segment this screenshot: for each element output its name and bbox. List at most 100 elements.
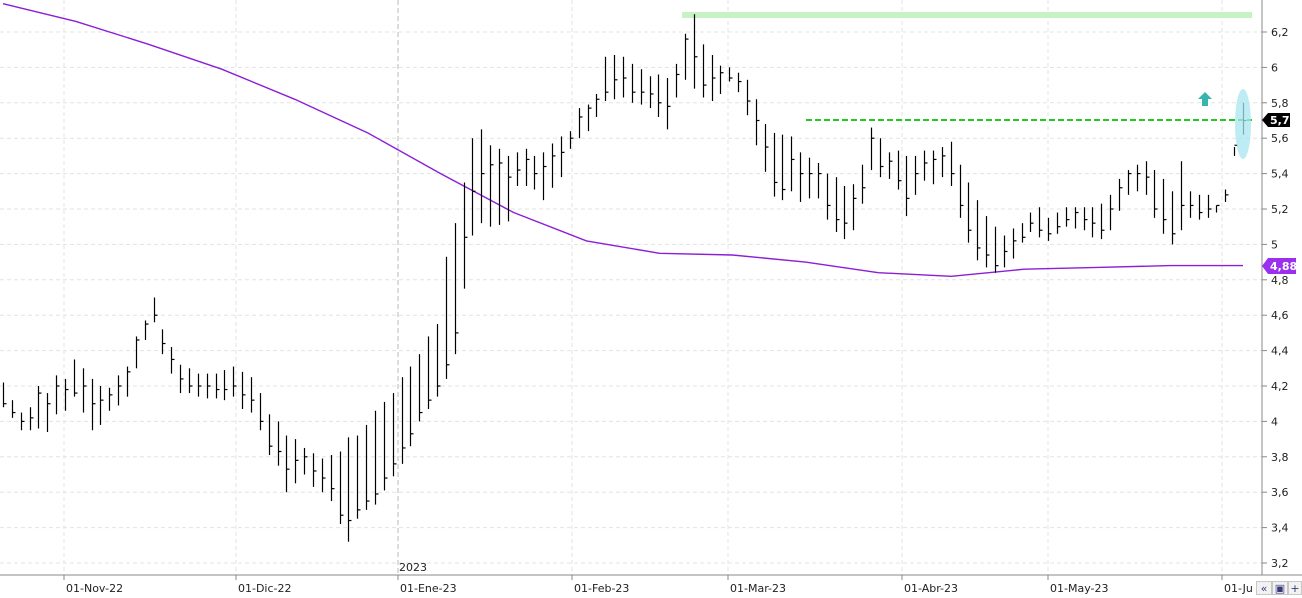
y-tick-label: 3,4 <box>1271 522 1289 535</box>
price-bar <box>347 437 352 542</box>
price-bar <box>1171 191 1176 245</box>
price-bar <box>321 458 326 493</box>
price-bar <box>401 377 406 464</box>
price-bar <box>923 150 928 181</box>
x-tick-label: 01-Dic-22 <box>238 582 292 595</box>
price-bar <box>684 33 689 80</box>
y-tick-label: 4 <box>1271 415 1278 428</box>
price-bar <box>507 155 512 222</box>
price-bar <box>206 373 211 399</box>
add-icon[interactable]: + <box>1288 581 1302 595</box>
price-bar <box>117 375 122 406</box>
price-bar <box>330 455 335 502</box>
price-bar <box>498 148 503 225</box>
price-bar <box>268 414 273 456</box>
price-bar <box>595 93 600 117</box>
price-bar <box>843 185 848 240</box>
y-tick-label: 4,2 <box>1271 380 1289 393</box>
y-tick-label: 3,2 <box>1271 557 1289 570</box>
price-bar <box>1198 194 1203 220</box>
price-bar <box>108 387 113 411</box>
price-bar <box>1118 178 1123 211</box>
price-bar <box>20 412 25 431</box>
price-bar <box>994 226 999 273</box>
price-bar <box>1083 207 1088 231</box>
price-bar <box>294 439 299 484</box>
price-bar <box>817 162 822 199</box>
price-bar <box>888 152 893 179</box>
price-bar <box>179 364 184 394</box>
price-bar <box>374 410 379 505</box>
price-bar <box>339 451 344 525</box>
price-bar <box>99 386 104 425</box>
year-label: 2023 <box>399 561 427 574</box>
price-bar <box>409 366 414 447</box>
up-arrow-icon <box>1198 92 1212 106</box>
price-bar <box>37 386 42 429</box>
y-tick-label: 5,2 <box>1271 203 1289 216</box>
price-bar <box>959 164 964 218</box>
price-bar <box>356 435 361 519</box>
price-bar <box>950 141 955 186</box>
price-bar <box>161 329 166 355</box>
price-bar <box>728 67 733 82</box>
price-bar <box>914 155 919 195</box>
price-bar <box>622 56 627 98</box>
svg-text:4,88: 4,88 <box>1270 260 1297 273</box>
price-bar <box>1180 161 1185 231</box>
price-bar <box>870 127 875 171</box>
x-tick-label: 01-Ju <box>1224 582 1253 595</box>
price-bar <box>436 324 441 397</box>
price-bar <box>1153 170 1158 218</box>
price-bar <box>1056 212 1061 234</box>
price-bar <box>285 435 290 493</box>
y-axis: 3,2 3,4 3,6 3,8 4 4,2 4,4 4,6 4,8 5 5,2 5,4 5,6 5,8 6 6… <box>1262 26 1289 570</box>
price-bar <box>675 63 680 98</box>
price-bar <box>799 152 804 202</box>
price-bar <box>808 157 813 199</box>
price-bar <box>1091 207 1096 238</box>
price-bar <box>764 124 769 172</box>
price-bar <box>1127 170 1132 195</box>
price-tag: 5,7 <box>1262 113 1290 127</box>
x-tick-label: 01-Nov-22 <box>66 582 123 595</box>
price-bar <box>241 371 246 410</box>
price-bar <box>1029 212 1034 233</box>
price-bar <box>1021 223 1026 243</box>
x-tick-label: 01-May-23 <box>1050 582 1108 595</box>
y-tick-label: 5,4 <box>1271 168 1289 181</box>
x-tick-label: 01-Abr-23 <box>904 582 958 595</box>
scroll-left-icon[interactable]: « <box>1256 581 1272 595</box>
price-bar <box>781 134 786 201</box>
price-bar <box>489 145 494 227</box>
price-bar <box>1074 207 1079 229</box>
price-bar <box>587 104 592 132</box>
moving-average-line <box>2 3 1243 278</box>
price-bar <box>1003 235 1008 268</box>
price-bar <box>533 155 538 190</box>
price-bar <box>277 421 282 466</box>
price-bar <box>666 78 671 130</box>
price-bar <box>392 393 397 477</box>
x-tick-label: 01-Mar-23 <box>730 582 786 595</box>
price-bar <box>197 373 202 397</box>
price-bar <box>82 368 87 413</box>
price-bar <box>1207 194 1212 218</box>
price-bar <box>905 155 910 217</box>
price-bar <box>773 132 778 197</box>
price-bar <box>941 147 946 178</box>
price-bar <box>693 14 698 89</box>
price-bar <box>525 148 530 186</box>
price-bar <box>719 65 724 94</box>
price-bar <box>135 336 140 369</box>
price-bar <box>91 378 96 431</box>
price-bars-layer <box>2 14 1247 542</box>
price-bar <box>46 393 51 433</box>
price-bar <box>737 72 742 93</box>
price-bar <box>560 136 565 178</box>
price-bar <box>1215 204 1220 213</box>
breakout-highlight <box>1235 89 1251 159</box>
price-bar <box>1224 189 1229 202</box>
price-bar <box>1012 228 1017 259</box>
save-icon[interactable]: ▣ <box>1272 581 1288 595</box>
